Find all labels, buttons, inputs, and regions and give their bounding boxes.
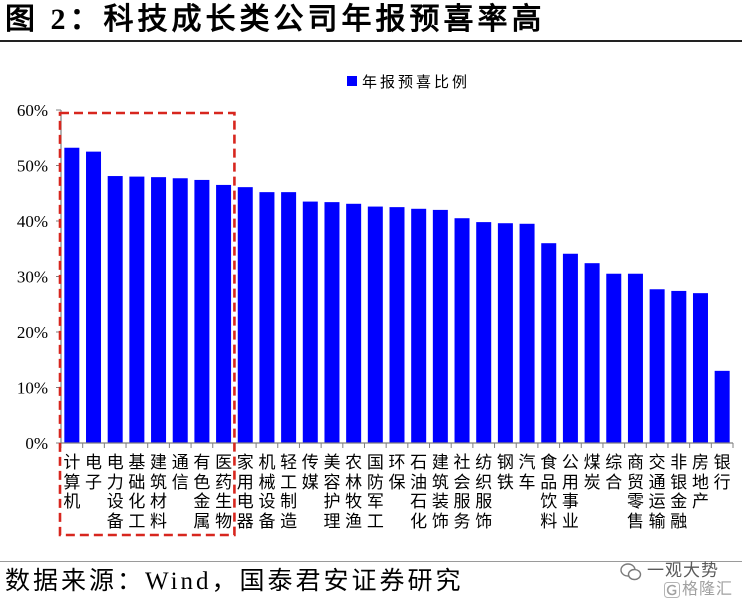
highlight-box xyxy=(58,111,236,537)
bar xyxy=(107,176,123,444)
bar xyxy=(302,201,318,443)
x-axis-ticks xyxy=(60,443,734,448)
bar xyxy=(172,178,188,443)
legend-label: 年报预喜比例 xyxy=(362,74,470,91)
y-tick-label: 50% xyxy=(17,157,48,176)
bar xyxy=(151,177,167,443)
wechat-icon xyxy=(620,563,642,581)
title-divider xyxy=(0,40,742,42)
bar xyxy=(237,187,253,443)
legend-swatch xyxy=(347,76,357,86)
bar xyxy=(346,203,362,443)
legend: 年报预喜比例 xyxy=(347,74,470,91)
bar xyxy=(411,208,427,443)
bar xyxy=(259,192,275,443)
watermark-logo-text: 格隆汇 xyxy=(682,581,734,598)
bar xyxy=(714,370,730,443)
y-axis: 0% 10% 20% 30% 40% 50% 60% xyxy=(17,101,61,453)
watermark: 一观大势 格隆汇 xyxy=(616,560,742,602)
bar xyxy=(476,222,492,443)
bar xyxy=(216,184,232,443)
bar xyxy=(129,176,145,443)
source-note: 数据来源：Wind，国泰君安证券研究 xyxy=(5,568,464,595)
bar xyxy=(562,253,578,443)
bar xyxy=(497,223,513,443)
bar xyxy=(519,223,535,443)
bar xyxy=(432,209,448,443)
bar xyxy=(86,151,102,444)
y-tick-label: 10% xyxy=(17,379,48,398)
bar xyxy=(454,218,470,443)
y-tick-label: 60% xyxy=(17,101,48,120)
gelonghui-logo-icon xyxy=(664,582,680,598)
footer-divider xyxy=(0,561,742,562)
bar xyxy=(606,273,622,443)
bar xyxy=(389,207,405,444)
bar xyxy=(194,179,210,443)
y-tick-label: 0% xyxy=(25,434,48,453)
bar xyxy=(692,293,708,443)
bar xyxy=(281,192,297,443)
bar xyxy=(649,289,665,443)
bars xyxy=(64,147,730,444)
y-tick-label: 30% xyxy=(17,268,48,287)
bar xyxy=(671,290,687,443)
bar xyxy=(367,206,383,443)
bar xyxy=(627,273,643,443)
y-tick-label: 20% xyxy=(17,323,48,342)
bar xyxy=(324,202,340,443)
y-tick-label: 40% xyxy=(17,212,48,231)
chart-title: 图 2：科技成长类公司年报预喜率高 xyxy=(5,3,546,36)
bar xyxy=(541,243,557,443)
watermark-account: 一观大势 xyxy=(647,561,719,580)
bar xyxy=(64,147,80,444)
bar xyxy=(584,263,600,443)
